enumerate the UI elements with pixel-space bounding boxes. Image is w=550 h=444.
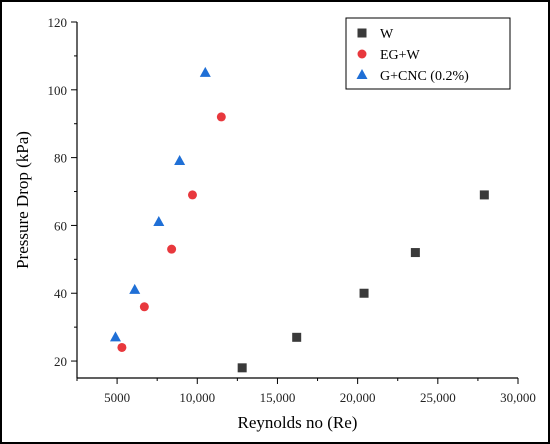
- legend-marker-square: [357, 28, 367, 38]
- tick-marks: [71, 21, 519, 384]
- data-point-square: [237, 363, 247, 373]
- legend-label: G+CNC (0.2%): [380, 69, 469, 84]
- y-tick-label: 20: [54, 354, 67, 369]
- data-point-circle: [117, 342, 127, 352]
- data-point-circle: [216, 112, 226, 122]
- data-point-triangle: [199, 66, 211, 77]
- legend-marker-circle: [357, 49, 367, 59]
- legend-label: W: [380, 27, 394, 42]
- data-point-square: [479, 190, 489, 200]
- data-point-triangle: [153, 216, 165, 227]
- data-point-square: [292, 332, 302, 342]
- legend-marker-triangle: [356, 69, 368, 79]
- data-point-triangle: [109, 331, 121, 342]
- legend: W EG+W G+CNC (0.2%): [345, 17, 511, 90]
- x-tick-label: 25,000: [420, 390, 456, 405]
- x-tick-label: 20,000: [340, 390, 376, 405]
- x-tick-label: 15,000: [260, 390, 296, 405]
- axes: [76, 22, 518, 379]
- data-point-square: [410, 248, 420, 258]
- legend-box: [345, 17, 511, 90]
- y-axis-title: Pressure Drop (kPa): [13, 131, 32, 269]
- data-point-triangle: [174, 155, 186, 166]
- data-points: [109, 66, 489, 373]
- data-point-circle: [167, 244, 177, 254]
- x-tick-label: 5000: [104, 390, 130, 405]
- data-point-circle: [139, 302, 149, 312]
- y-tick-label: 100: [48, 83, 68, 98]
- y-tick-label: 60: [54, 218, 67, 233]
- x-tick-label: 30,000: [500, 390, 536, 405]
- y-tick-label: 120: [48, 15, 68, 30]
- y-tick-label: 40: [54, 286, 67, 301]
- x-tick-label: 10,000: [179, 390, 215, 405]
- data-point-triangle: [129, 283, 141, 294]
- data-point-circle: [187, 190, 197, 200]
- data-point-square: [359, 288, 369, 298]
- y-tick-label: 80: [54, 151, 67, 166]
- x-axis-title: Reynolds no (Re): [238, 413, 358, 432]
- legend-label: EG+W: [380, 48, 421, 63]
- tick-labels: 5000 10,000 15,000 20,000 25,000 30,000 20 40 60…: [48, 15, 536, 405]
